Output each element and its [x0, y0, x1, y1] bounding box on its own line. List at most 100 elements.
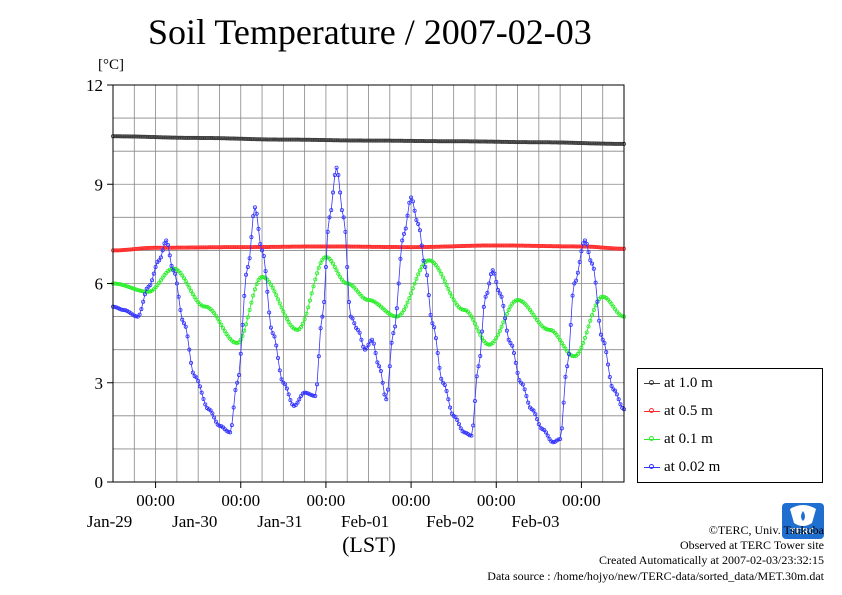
data-point	[499, 294, 504, 299]
data-point	[329, 258, 334, 263]
data-point	[515, 370, 520, 375]
x-tick-time-label: 00:00	[562, 491, 601, 510]
data-point	[545, 433, 550, 438]
data-point	[453, 300, 458, 305]
data-point	[233, 340, 238, 345]
data-point	[244, 272, 249, 277]
data-point	[167, 253, 172, 258]
data-point	[469, 314, 474, 319]
data-point	[181, 321, 186, 326]
data-point	[410, 199, 415, 204]
data-point	[217, 423, 222, 428]
data-point	[582, 335, 587, 340]
data-point	[128, 285, 133, 290]
y-tick-label: 12	[86, 76, 103, 95]
data-point	[295, 400, 300, 405]
terc-logo-icon	[782, 503, 824, 539]
created-text: Created Automatically at 2007-02-03/23:3…	[599, 553, 824, 568]
data-point	[407, 200, 412, 205]
data-point	[543, 430, 548, 435]
data-point	[173, 271, 178, 276]
data-point	[396, 281, 401, 286]
data-point	[183, 279, 188, 284]
data-point	[189, 288, 194, 293]
data-point	[187, 347, 192, 352]
data-point	[446, 397, 451, 402]
data-point	[338, 190, 343, 195]
data-point	[419, 243, 424, 248]
data-point	[137, 288, 142, 293]
data-point	[501, 303, 506, 308]
data-point	[430, 321, 435, 326]
data-point	[320, 314, 325, 319]
data-point	[302, 390, 307, 395]
data-point	[311, 284, 316, 289]
data-point	[270, 285, 275, 290]
data-point	[614, 392, 619, 397]
data-point	[135, 288, 140, 293]
data-point	[123, 283, 128, 288]
data-point	[261, 253, 266, 258]
x-tick-time-label: 00:00	[477, 491, 516, 510]
data-point	[119, 282, 124, 287]
data-point	[284, 316, 289, 321]
data-point	[283, 382, 288, 387]
data-point	[398, 256, 403, 261]
data-point	[602, 341, 607, 346]
legend-item-0_5m: at 0.5 m	[644, 400, 713, 422]
data-point	[456, 422, 461, 427]
data-point	[311, 393, 316, 398]
data-point	[192, 295, 197, 300]
data-point	[494, 279, 499, 284]
data-point	[426, 293, 431, 298]
data-point	[588, 318, 593, 323]
data-point	[150, 278, 155, 283]
data-point	[577, 259, 582, 264]
data-point	[435, 265, 440, 270]
data-point	[274, 293, 279, 298]
data-point	[284, 386, 289, 391]
data-point	[203, 402, 208, 407]
data-point	[139, 307, 144, 312]
series-layer	[111, 134, 627, 445]
data-point	[582, 238, 587, 243]
data-point	[446, 287, 451, 292]
data-point	[508, 341, 513, 346]
data-point	[247, 307, 252, 312]
series-2	[111, 255, 627, 359]
data-point	[428, 312, 433, 317]
data-point	[331, 190, 336, 195]
data-point	[245, 315, 250, 320]
data-point	[590, 313, 595, 318]
data-point	[377, 364, 382, 369]
data-point	[471, 317, 476, 322]
data-point	[125, 284, 130, 289]
y-axis-unit: [°C]	[98, 57, 124, 73]
data-point	[494, 336, 499, 341]
data-point	[524, 393, 529, 398]
copyright-text: ©TERC, Univ. Tsukuba	[708, 523, 824, 537]
data-point	[339, 208, 344, 213]
data-point	[533, 412, 538, 417]
data-point	[609, 302, 614, 307]
data-point	[499, 324, 504, 329]
data-point	[197, 384, 202, 389]
data-point	[157, 280, 162, 285]
legend-marker-icon	[644, 463, 660, 471]
data-point	[400, 238, 405, 243]
data-point	[590, 261, 595, 266]
data-point	[384, 397, 389, 402]
data-point	[449, 294, 454, 299]
data-point	[577, 349, 582, 354]
x-tick-date-label: Feb-01	[341, 512, 389, 531]
data-point	[441, 275, 446, 280]
y-tick-label: 3	[95, 374, 104, 393]
data-point	[249, 300, 254, 305]
data-point	[403, 226, 408, 231]
legend-label: at 1.0 m	[664, 374, 713, 391]
data-point	[359, 337, 364, 342]
data-point	[224, 331, 229, 336]
legend-marker-icon	[644, 379, 660, 387]
data-point	[281, 309, 286, 314]
data-point	[531, 312, 536, 317]
